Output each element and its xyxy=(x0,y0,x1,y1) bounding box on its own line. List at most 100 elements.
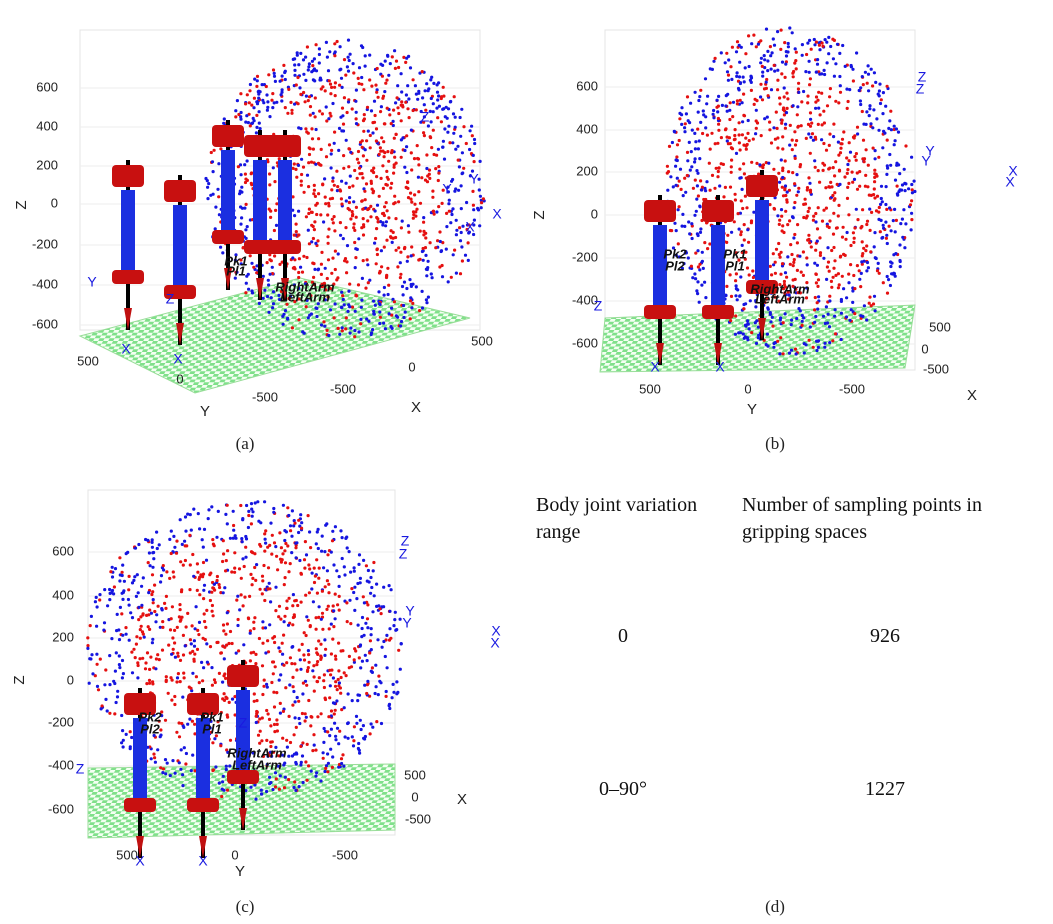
scatter-point xyxy=(698,157,701,160)
scatter-point xyxy=(780,72,783,75)
scatter-point xyxy=(225,559,228,562)
scatter-point xyxy=(427,296,430,299)
scatter-point xyxy=(173,641,176,644)
scatter-point xyxy=(317,137,320,140)
scatter-point xyxy=(384,655,387,658)
scatter-point xyxy=(734,279,737,282)
scatter-point xyxy=(735,284,738,287)
scatter-point xyxy=(677,242,680,245)
scatter-point xyxy=(898,243,901,246)
scatter-point xyxy=(147,591,150,594)
scatter-point xyxy=(740,176,743,179)
scatter-point xyxy=(807,176,810,179)
scatter-point xyxy=(690,265,693,268)
scatter-point xyxy=(251,583,254,586)
scatter-point xyxy=(306,174,309,177)
scatter-point xyxy=(772,252,775,255)
scatter-point xyxy=(856,171,859,174)
scatter-point xyxy=(193,639,196,642)
scatter-point xyxy=(340,306,343,309)
scatter-point xyxy=(304,100,307,103)
scatter-point xyxy=(262,564,265,567)
scatter-point xyxy=(426,180,429,183)
scatter-point xyxy=(784,159,787,162)
scatter-point xyxy=(803,351,806,354)
scatter-point xyxy=(453,95,456,98)
scatter-point xyxy=(309,724,312,727)
scatter-point xyxy=(780,29,783,32)
scatter-point xyxy=(757,43,760,46)
scatter-point xyxy=(185,544,188,547)
scatter-point xyxy=(285,599,288,602)
scatter-point xyxy=(282,323,285,326)
scatter-point xyxy=(98,593,101,596)
scatter-point xyxy=(779,102,782,105)
scatter-point xyxy=(750,76,753,79)
scatter-point xyxy=(846,172,849,175)
scatter-point xyxy=(453,249,456,252)
scatter-point xyxy=(752,276,755,279)
scatter-point xyxy=(354,310,357,313)
scatter-point xyxy=(729,186,732,189)
scatter-point xyxy=(315,213,318,216)
scatter-point xyxy=(692,187,695,190)
scatter-point xyxy=(90,653,93,656)
scatter-point xyxy=(358,752,361,755)
scatter-point xyxy=(255,721,258,724)
scatter-point xyxy=(307,99,310,102)
scatter-point xyxy=(211,160,214,163)
scatter-point xyxy=(356,177,359,180)
scatter-point xyxy=(374,114,377,117)
scatter-point xyxy=(368,580,371,583)
scatter-point xyxy=(291,623,294,626)
scatter-point xyxy=(771,316,774,319)
scatter-point xyxy=(238,567,241,570)
scatter-point xyxy=(778,352,781,355)
scatter-point xyxy=(358,172,361,175)
scatter-point xyxy=(738,75,741,78)
scatter-point xyxy=(859,86,862,89)
scatter-point xyxy=(395,249,398,252)
scatter-point xyxy=(96,605,99,608)
scatter-point xyxy=(154,620,157,623)
scatter-point xyxy=(846,186,849,189)
scatter-point xyxy=(268,623,271,626)
scatter-point xyxy=(128,639,131,642)
scatter-point xyxy=(790,319,793,322)
scatter-point xyxy=(817,346,820,349)
scatter-point xyxy=(271,637,274,640)
scatter-point xyxy=(269,273,272,276)
scatter-point xyxy=(370,109,373,112)
scatter-point xyxy=(310,587,313,590)
scatter-point xyxy=(366,626,369,629)
scatter-point xyxy=(284,78,287,81)
scatter-point xyxy=(846,168,849,171)
scatter-point xyxy=(824,186,827,189)
scatter-point xyxy=(709,189,712,192)
scatter-point xyxy=(252,106,255,109)
scatter-point xyxy=(833,39,836,42)
scatter-point xyxy=(367,281,370,284)
scatter-point xyxy=(480,206,483,209)
scatter-point xyxy=(832,166,835,169)
scatter-point xyxy=(359,141,362,144)
scatter-point xyxy=(385,690,388,693)
scatter-point xyxy=(313,690,316,693)
scatter-point xyxy=(785,111,788,114)
scatter-point xyxy=(445,212,448,215)
scatter-point xyxy=(825,278,828,281)
scatter-point xyxy=(408,116,411,119)
scatter-point xyxy=(345,316,348,319)
scatter-point xyxy=(119,573,122,576)
scatter-point xyxy=(772,126,775,129)
scatter-point xyxy=(856,132,859,135)
scatter-point xyxy=(287,755,290,758)
scatter-point xyxy=(318,605,321,608)
scatter-point xyxy=(172,535,175,538)
scatter-point xyxy=(326,569,329,572)
scatter-point xyxy=(183,540,186,543)
scatter-point xyxy=(359,719,362,722)
scatter-point xyxy=(797,125,800,128)
scatter-point xyxy=(205,642,208,645)
scatter-point xyxy=(828,186,831,189)
